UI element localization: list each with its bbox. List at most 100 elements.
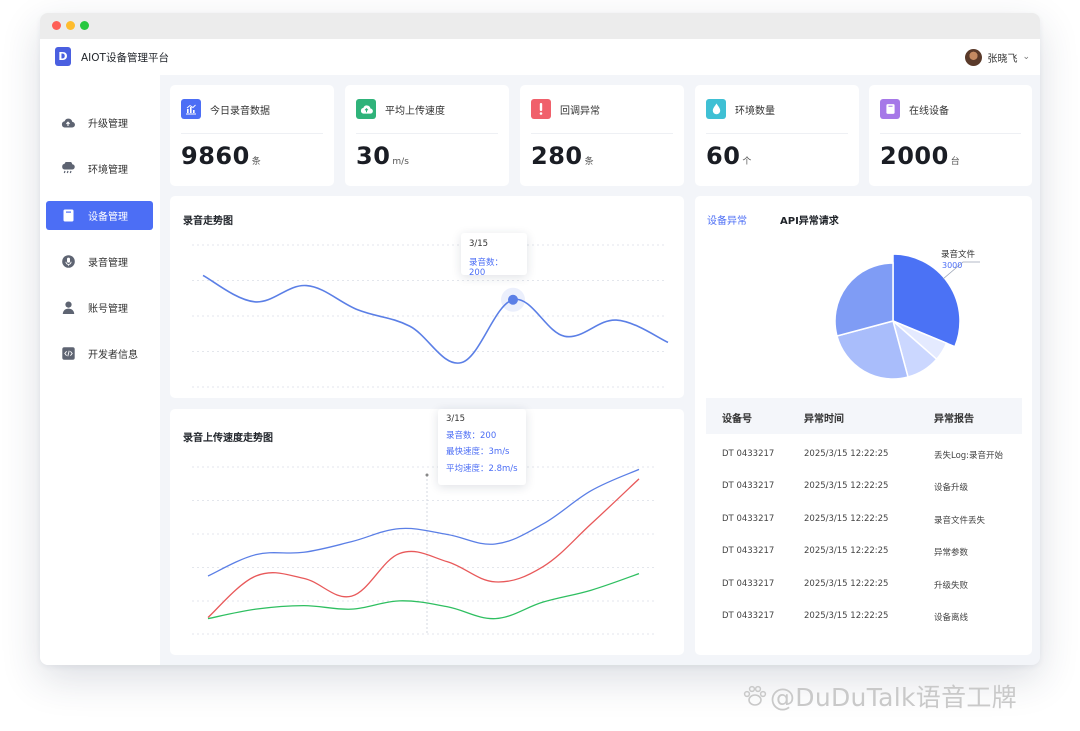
table-cell: 设备离线 xyxy=(934,613,969,623)
divider xyxy=(181,133,323,134)
divider xyxy=(356,133,498,134)
device-icon xyxy=(880,99,900,119)
microphone-icon xyxy=(61,255,75,269)
code-icon xyxy=(61,347,75,361)
app-logo: D xyxy=(55,47,71,66)
droplet-icon xyxy=(706,99,726,119)
column-header: 异常时间 xyxy=(804,414,844,425)
series-line xyxy=(207,478,640,618)
table-row[interactable]: DT 0433217 2025/3/15 12:22:25 录音文件丢失 xyxy=(706,502,1022,534)
user-icon xyxy=(61,301,75,315)
sidebar-item-label: 账号管理 xyxy=(88,304,128,315)
pie-callout-value: 3000 xyxy=(942,261,963,270)
stat-card-environment-count: 环境数量 60 个 xyxy=(695,85,859,186)
chart-title: 录音上传速度走势图 xyxy=(183,433,273,444)
table-cell: DT 0433217 xyxy=(722,481,775,492)
stat-value: 30 xyxy=(356,142,391,170)
table-cell: 2025/3/15 12:22:25 xyxy=(804,449,889,459)
table-cell: 2025/3/15 12:22:25 xyxy=(804,546,889,557)
table-cell: 2025/3/15 12:22:25 xyxy=(804,611,889,621)
alert-icon xyxy=(531,99,551,119)
table-row[interactable]: DT 0433217 2025/3/15 12:22:25 设备离线 xyxy=(706,599,1022,631)
stat-label: 今日录音数据 xyxy=(210,105,270,117)
tab-api-exception[interactable]: API异常请求 xyxy=(780,216,839,227)
table-cell: 升级失败 xyxy=(934,580,969,591)
app-window: D AIOT设备管理平台 张晓飞 ⌄ 升级管理 环境管理 设备管理 xyxy=(40,13,1040,665)
recording-trend-tooltip: 3/15 录音数：200 xyxy=(461,233,527,278)
minimize-window-button[interactable] xyxy=(66,21,75,30)
cloud-upload-icon xyxy=(356,99,376,119)
exception-pie-chart xyxy=(834,253,980,380)
upload-trend-chart xyxy=(192,466,655,635)
table-cell: 异常参数 xyxy=(934,548,969,559)
stat-card-today-recordings: 今日录音数据 9860 条 xyxy=(170,85,334,186)
series-line xyxy=(207,573,640,620)
watermark-text: @DuDuTalk语音工牌 xyxy=(770,683,1017,712)
stat-label: 环境数量 xyxy=(735,105,775,117)
sidebar-item-label: 升级管理 xyxy=(88,119,128,130)
tooltip-date: 3/15 xyxy=(469,239,489,249)
stat-label: 在线设备 xyxy=(909,105,949,117)
table-row[interactable]: DT 0433217 2025/3/15 12:22:25 设备升级 xyxy=(706,469,1022,501)
stat-unit: 台 xyxy=(950,157,960,167)
highlight-point xyxy=(508,294,518,305)
cloud-rain-icon xyxy=(61,162,75,176)
tooltip-value: 录音数：200 xyxy=(446,430,497,441)
device-icon xyxy=(61,209,75,223)
cloud-upload-icon xyxy=(61,116,75,130)
bar-chart-icon xyxy=(181,99,201,119)
chart-title: 录音走势图 xyxy=(183,216,233,227)
table-cell: DT 0433217 xyxy=(722,449,775,459)
table-header: 设备号 异常时间 异常报告 xyxy=(706,398,1022,434)
table-cell: 2025/3/15 12:22:25 xyxy=(804,578,889,589)
stat-value: 2000 xyxy=(880,142,949,170)
stat-card-callback-errors: 回调异常 280 条 xyxy=(520,85,684,186)
upload-trend-card: 录音上传速度走势图 xyxy=(170,409,684,655)
tab-device-exception[interactable]: 设备异常 xyxy=(707,216,747,227)
user-menu[interactable]: 张晓飞 ⌄ xyxy=(965,48,1030,66)
pie-tabs: 设备异常 API异常请求 xyxy=(707,212,839,227)
table-cell: DT 0433217 xyxy=(722,513,775,524)
table-row[interactable]: DT 0433217 2025/3/15 12:22:25 丢失Log:录音开始 xyxy=(706,437,1022,469)
watermark: @DuDuTalk语音工牌 xyxy=(742,678,1017,714)
pie-slice xyxy=(892,253,961,348)
sidebar: 升级管理 环境管理 设备管理 录音管理 账号管理 xyxy=(40,75,160,665)
table-cell: DT 0433217 xyxy=(722,611,775,621)
close-window-button[interactable] xyxy=(52,21,61,30)
maximize-window-button[interactable] xyxy=(80,21,89,30)
stat-value: 9860 xyxy=(181,142,250,170)
column-header: 设备号 xyxy=(722,414,752,425)
sidebar-item-device[interactable]: 设备管理 xyxy=(46,201,153,230)
tooltip-date: 3/15 xyxy=(446,414,466,424)
table-cell: 2025/3/15 12:22:25 xyxy=(804,481,889,492)
sidebar-item-developer[interactable]: 开发者信息 xyxy=(46,339,153,368)
table-cell: 2025/3/15 12:22:25 xyxy=(804,513,889,524)
pie-slice xyxy=(836,320,909,380)
table-cell: DT 0433217 xyxy=(722,578,775,589)
stat-unit: 条 xyxy=(584,157,594,167)
table-cell: 设备升级 xyxy=(934,483,969,494)
sidebar-item-label: 录音管理 xyxy=(88,258,128,269)
top-header: D AIOT设备管理平台 张晓飞 ⌄ xyxy=(40,39,1040,75)
tooltip-value: 平均速度：2.8m/s xyxy=(446,463,518,474)
stat-label: 平均上传速度 xyxy=(385,105,445,117)
sidebar-item-recording[interactable]: 录音管理 xyxy=(46,247,153,276)
paw-icon xyxy=(743,685,767,706)
table-cell: 录音文件丢失 xyxy=(934,515,986,526)
recording-trend-card: 录音走势图 xyxy=(170,196,684,398)
sidebar-item-label: 环境管理 xyxy=(88,165,128,176)
sidebar-item-upgrade[interactable]: 升级管理 xyxy=(46,108,153,137)
pie-callout-label: 录音文件 xyxy=(941,250,976,260)
stat-unit: 条 xyxy=(251,157,261,167)
table-row[interactable]: DT 0433217 2025/3/15 12:22:25 异常参数 xyxy=(706,534,1022,566)
tooltip-value: 最快速度：3m/s xyxy=(446,447,510,457)
sidebar-item-account[interactable]: 账号管理 xyxy=(46,293,153,322)
table-row[interactable]: DT 0433217 2025/3/15 12:22:25 升级失败 xyxy=(706,567,1022,599)
stat-card-online-devices: 在线设备 2000 台 xyxy=(869,85,1032,186)
window-titlebar xyxy=(40,13,1040,39)
sidebar-item-environment[interactable]: 环境管理 xyxy=(46,154,153,183)
stat-unit: m/s xyxy=(392,157,409,167)
divider xyxy=(880,133,1021,134)
table-cell: 丢失Log:录音开始 xyxy=(934,451,1004,461)
stat-unit: 个 xyxy=(742,157,752,167)
